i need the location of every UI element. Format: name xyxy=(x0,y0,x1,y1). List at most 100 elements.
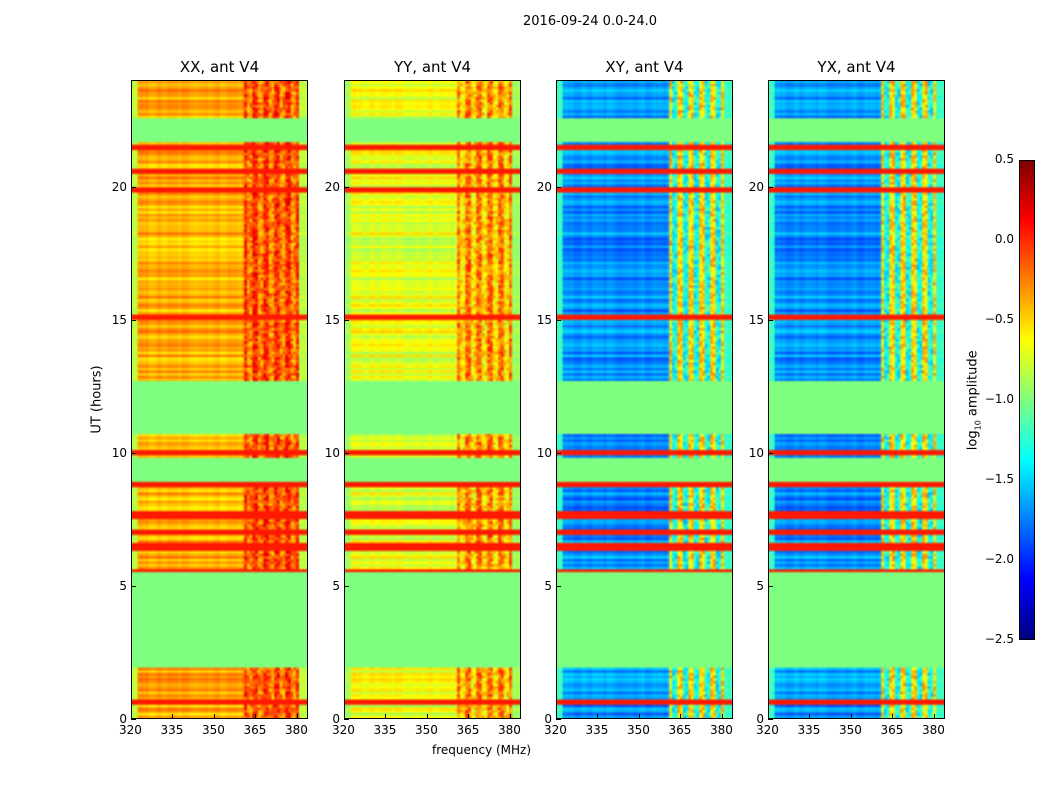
y-tick-label: 5 xyxy=(332,578,340,593)
y-tick-mark xyxy=(556,319,561,321)
x-tick-label: 350 xyxy=(201,723,225,737)
x-tick-mark xyxy=(809,714,811,719)
panel-title: YX, ant V4 xyxy=(817,58,896,76)
y-tick-mark xyxy=(344,452,349,454)
y-tick-label: 5 xyxy=(119,578,127,593)
y-tick-label: 20 xyxy=(324,179,340,194)
colorbar-tick-label: −0.5 xyxy=(984,312,1014,326)
y-tick-mark xyxy=(131,319,136,321)
colorbar-tick-label: 0.5 xyxy=(994,152,1014,166)
colorbar-tick-label: −1.5 xyxy=(984,472,1014,486)
y-tick-label: 15 xyxy=(748,312,764,327)
colorbar-tick-label: 0.0 xyxy=(994,232,1014,246)
x-tick-label: 335 xyxy=(585,723,609,737)
x-tick-label: 320 xyxy=(756,723,779,737)
x-tick-mark xyxy=(172,714,174,719)
y-tick-mark xyxy=(131,186,136,188)
y-tick-mark xyxy=(768,452,773,454)
y-tick-mark xyxy=(768,186,773,188)
heatmap-panel xyxy=(556,80,733,719)
y-tick-label: 5 xyxy=(544,578,552,593)
x-tick-mark xyxy=(721,714,723,719)
x-tick-mark xyxy=(385,714,387,719)
x-tick-mark xyxy=(680,714,682,719)
y-tick-label: 5 xyxy=(756,578,764,593)
x-tick-mark xyxy=(597,714,599,719)
x-tick-mark xyxy=(296,714,298,719)
y-tick-mark xyxy=(556,719,561,720)
x-tick-mark xyxy=(426,714,428,719)
x-tick-mark xyxy=(131,714,132,719)
x-axis-label: frequency (MHz) xyxy=(432,743,532,757)
heatmap-image xyxy=(345,81,520,718)
y-tick-label: 20 xyxy=(536,179,552,194)
x-tick-label: 365 xyxy=(668,723,692,737)
x-tick-mark xyxy=(344,714,345,719)
heatmap-image xyxy=(132,81,307,718)
x-tick-mark xyxy=(556,714,557,719)
y-tick-mark xyxy=(131,452,136,454)
y-tick-label: 20 xyxy=(748,179,764,194)
x-tick-label: 320 xyxy=(119,723,142,737)
y-tick-mark xyxy=(556,186,561,188)
x-tick-mark xyxy=(768,714,769,719)
x-tick-label: 335 xyxy=(160,723,184,737)
y-tick-mark xyxy=(344,319,349,321)
y-tick-label: 20 xyxy=(111,179,127,194)
heatmap-panel xyxy=(768,80,945,719)
y-tick-mark xyxy=(768,585,773,587)
x-tick-mark xyxy=(255,714,257,719)
y-tick-mark xyxy=(556,585,561,587)
heatmap-image xyxy=(557,81,732,718)
colorbar-tick-label: −2.0 xyxy=(984,552,1014,566)
y-tick-label: 0 xyxy=(332,712,340,726)
x-tick-mark xyxy=(933,714,935,719)
x-tick-label: 365 xyxy=(243,723,267,737)
y-tick-mark xyxy=(131,719,136,720)
x-tick-label: 365 xyxy=(880,723,904,737)
y-axis-label: UT (hours) xyxy=(89,365,105,434)
x-tick-label: 380 xyxy=(284,723,308,737)
panel-title: XX, ant V4 xyxy=(179,58,260,76)
figure-title: 2016-09-24 0.0-24.0 xyxy=(523,14,657,29)
y-tick-label: 15 xyxy=(536,312,552,327)
colorbar-tick-label: −2.5 xyxy=(984,632,1014,646)
y-tick-mark xyxy=(131,585,136,587)
y-tick-mark xyxy=(768,319,773,321)
y-tick-label: 10 xyxy=(324,445,340,460)
colorbar xyxy=(1019,160,1035,640)
x-tick-label: 380 xyxy=(921,723,945,737)
x-tick-mark xyxy=(892,714,894,719)
y-tick-mark xyxy=(768,719,773,720)
x-tick-mark xyxy=(638,714,640,719)
y-tick-mark xyxy=(344,719,349,720)
colorbar-tick-label: −1.0 xyxy=(984,392,1014,406)
x-tick-mark xyxy=(213,714,215,719)
heatmap-panel xyxy=(344,80,521,719)
y-tick-mark xyxy=(344,186,349,188)
y-tick-mark xyxy=(344,585,349,587)
y-tick-label: 10 xyxy=(536,445,552,460)
x-tick-mark xyxy=(509,714,511,719)
y-tick-label: 15 xyxy=(324,312,340,327)
x-tick-label: 350 xyxy=(838,723,862,737)
x-tick-label: 320 xyxy=(332,723,355,737)
x-tick-label: 335 xyxy=(373,723,397,737)
heatmap-image xyxy=(769,81,944,718)
y-tick-mark xyxy=(556,452,561,454)
y-tick-label: 10 xyxy=(748,445,764,460)
heatmap-panel xyxy=(131,80,308,719)
x-tick-label: 335 xyxy=(797,723,821,737)
x-tick-label: 380 xyxy=(497,723,521,737)
x-tick-label: 380 xyxy=(709,723,733,737)
x-tick-mark xyxy=(850,714,852,719)
panel-title: XY, ant V4 xyxy=(605,58,684,76)
x-tick-label: 365 xyxy=(456,723,480,737)
y-tick-label: 10 xyxy=(111,445,127,460)
x-tick-label: 350 xyxy=(414,723,438,737)
x-tick-label: 350 xyxy=(626,723,650,737)
panel-title: YY, ant V4 xyxy=(393,58,471,76)
y-tick-label: 15 xyxy=(111,312,127,327)
x-tick-mark xyxy=(468,714,470,719)
